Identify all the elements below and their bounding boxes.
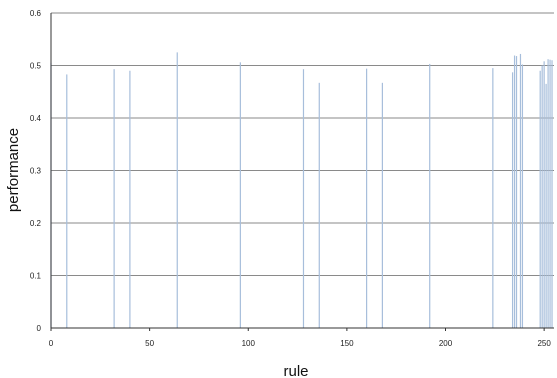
y-tick-label: 0.3	[30, 167, 42, 176]
bar	[539, 70, 541, 328]
y-axis-label: performance	[5, 128, 22, 212]
x-tick-label: 250	[537, 339, 551, 348]
x-tick-label: 0	[49, 339, 54, 348]
bar	[545, 83, 547, 328]
bar	[492, 68, 494, 328]
bar	[239, 62, 241, 328]
bar	[551, 60, 553, 328]
x-tick-label: 50	[145, 339, 154, 348]
bar	[511, 72, 514, 328]
x-tick-label: 100	[242, 339, 256, 348]
y-tick-label: 0.1	[30, 272, 42, 281]
bar	[547, 59, 549, 328]
bar	[113, 69, 115, 329]
bar	[66, 74, 68, 328]
bar	[176, 52, 178, 328]
x-tick-label: 200	[439, 339, 453, 348]
bar	[543, 61, 545, 329]
bar	[541, 65, 543, 328]
bar	[381, 82, 383, 328]
bar	[549, 59, 551, 328]
bar	[302, 69, 305, 329]
bar	[429, 63, 431, 329]
bar	[366, 68, 368, 329]
x-tick-labels: 0 50 100 150 200 250	[49, 328, 551, 348]
bar	[318, 82, 320, 328]
x-axis-label: rule	[283, 363, 308, 378]
y-tick-label: 0.5	[30, 62, 42, 71]
bars	[50, 52, 553, 329]
y-tick-label: 0.2	[30, 219, 42, 228]
y-tick-labels: 0 0.1 0.2 0.3 0.4 0.5 0.6	[30, 9, 42, 333]
y-tick-label: 0	[37, 324, 42, 333]
bar	[521, 64, 524, 328]
bar	[515, 56, 518, 329]
bar	[519, 53, 522, 328]
x-tick-label: 150	[340, 339, 354, 348]
axes	[50, 13, 554, 329]
y-tick-label: 0.6	[30, 9, 42, 18]
y-tick-label: 0.4	[30, 114, 42, 123]
gridlines	[51, 12, 554, 276]
bar	[129, 70, 131, 328]
bar	[513, 55, 516, 329]
